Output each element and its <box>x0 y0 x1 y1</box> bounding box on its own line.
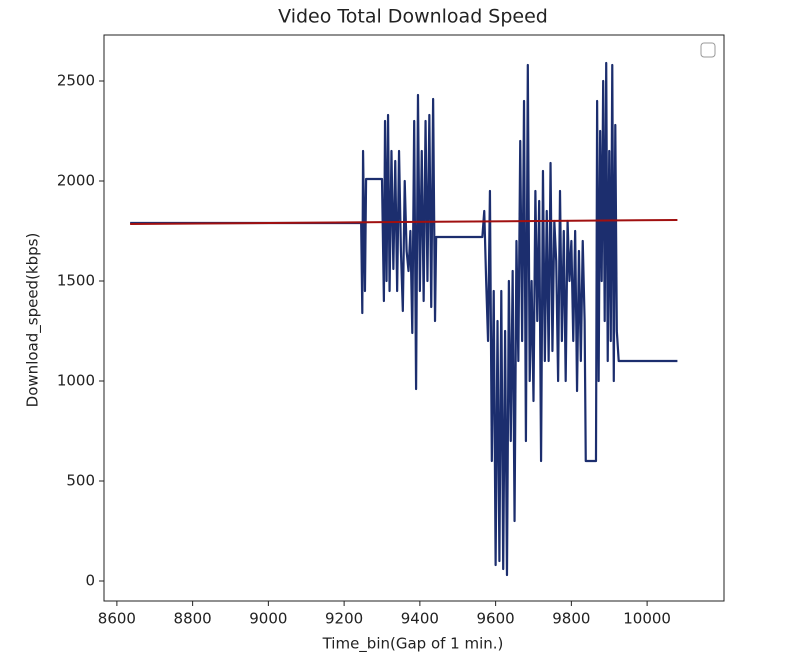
legend-box <box>700 42 716 58</box>
x-axis-label: Time_bin(Gap of 1 min.) <box>322 635 504 654</box>
x-tick-label: 10000 <box>623 610 671 628</box>
data-line <box>130 61 678 577</box>
y-axis-label: Download_speed(kbps) <box>24 233 43 408</box>
chart-title: Video Total Download Speed <box>278 6 548 28</box>
x-tick-label: 9400 <box>401 610 439 628</box>
y-tick-label: 2000 <box>57 172 95 190</box>
plot-frame <box>103 34 725 602</box>
x-tick-label: 8800 <box>174 610 212 628</box>
y-tick-label: 1000 <box>57 372 95 390</box>
data-line <box>130 219 678 225</box>
y-tick-label: 0 <box>85 572 95 590</box>
x-tick-label: 8600 <box>98 610 136 628</box>
x-tick-label: 9000 <box>249 610 287 628</box>
x-tick-label: 9800 <box>552 610 590 628</box>
x-tick-label: 9600 <box>477 610 515 628</box>
y-tick-label: 2500 <box>57 72 95 90</box>
x-tick-label: 9200 <box>325 610 363 628</box>
y-tick-label: 1500 <box>57 272 95 290</box>
y-tick-label: 500 <box>66 472 95 490</box>
